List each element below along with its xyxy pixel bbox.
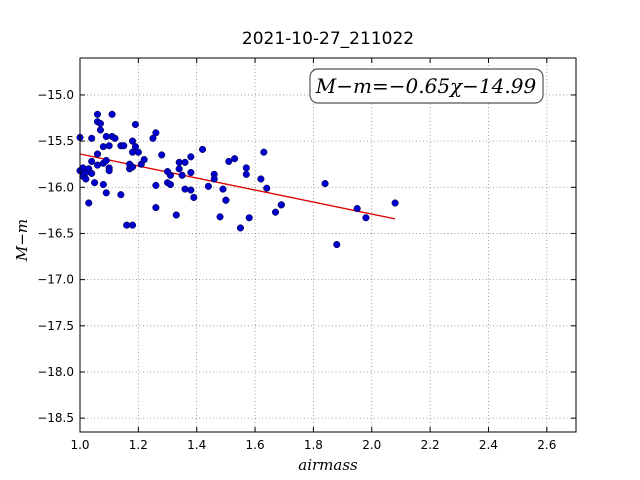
grid bbox=[79, 58, 576, 432]
data-point bbox=[204, 182, 212, 190]
data-point bbox=[181, 158, 189, 166]
data-point bbox=[88, 169, 96, 177]
fit-annotation: M−m=−0.65χ−14.99 bbox=[309, 68, 544, 104]
y-tick-label: −18.0 bbox=[37, 365, 74, 379]
data-point bbox=[172, 211, 180, 219]
y-tick-label: −15.5 bbox=[37, 134, 74, 148]
data-point bbox=[152, 181, 160, 189]
data-point bbox=[277, 201, 285, 209]
data-point bbox=[222, 196, 230, 204]
data-point bbox=[242, 164, 250, 172]
y-axis-label: M−m bbox=[13, 219, 31, 262]
data-point bbox=[257, 175, 265, 183]
data-point bbox=[82, 175, 90, 183]
annotation-box bbox=[309, 68, 544, 104]
data-points bbox=[76, 110, 399, 249]
data-point bbox=[131, 120, 139, 129]
x-axis-label: airmass bbox=[298, 456, 358, 474]
x-tick-label: 1.8 bbox=[304, 438, 323, 452]
x-tick-label: 2.6 bbox=[537, 438, 556, 452]
data-point bbox=[85, 199, 93, 207]
y-tick-label: −16.5 bbox=[37, 226, 74, 240]
data-point bbox=[88, 157, 96, 165]
data-point bbox=[128, 221, 137, 229]
data-point bbox=[111, 134, 119, 142]
data-point bbox=[128, 163, 137, 171]
data-point bbox=[225, 157, 233, 165]
data-point bbox=[263, 184, 271, 192]
data-point bbox=[88, 134, 96, 142]
x-tick-label: 1.2 bbox=[129, 438, 148, 452]
data-point bbox=[198, 145, 207, 153]
data-point bbox=[236, 224, 245, 232]
x-tick-label: 2.4 bbox=[479, 438, 498, 452]
x-tick-label: 1.4 bbox=[187, 438, 206, 452]
x-tick-label: 1.0 bbox=[70, 438, 89, 452]
data-point bbox=[149, 134, 157, 142]
y-tick-label: −16.0 bbox=[37, 180, 74, 194]
data-point bbox=[105, 142, 113, 150]
data-point bbox=[166, 171, 174, 179]
data-point bbox=[187, 186, 195, 194]
data-point bbox=[102, 156, 110, 165]
x-tick-label: 2.0 bbox=[362, 438, 381, 452]
y-tick-label: −15.0 bbox=[37, 88, 74, 102]
data-point bbox=[210, 175, 218, 183]
data-point bbox=[175, 165, 183, 173]
data-point bbox=[219, 185, 227, 193]
y-tick-label: −18.5 bbox=[37, 411, 74, 425]
data-point bbox=[91, 179, 99, 187]
data-point bbox=[231, 155, 239, 163]
data-point bbox=[99, 180, 107, 189]
chart-title: 2021-10-27_211022 bbox=[242, 29, 414, 49]
data-point bbox=[242, 170, 250, 178]
data-point bbox=[131, 143, 139, 151]
data-point bbox=[187, 153, 195, 161]
annotation-text: M−m=−0.65χ−14.99 bbox=[315, 74, 537, 98]
data-point bbox=[271, 208, 280, 216]
data-point bbox=[93, 161, 102, 169]
data-point bbox=[152, 204, 160, 212]
data-point bbox=[181, 185, 189, 193]
data-point bbox=[260, 148, 268, 156]
data-point bbox=[93, 150, 102, 158]
data-point bbox=[102, 189, 110, 197]
data-point bbox=[117, 191, 125, 199]
data-point bbox=[140, 156, 148, 164]
data-point bbox=[245, 214, 253, 222]
x-tick-label: 1.6 bbox=[246, 438, 265, 452]
data-point bbox=[362, 214, 370, 222]
data-point bbox=[178, 171, 186, 179]
axis-ticks: 1.0 1.2 1.4 1.6 1.8 2.0 2.2 2.4 2.6 −15.0 −15.5 −16… bbox=[37, 58, 576, 452]
data-point bbox=[96, 120, 104, 128]
data-point bbox=[190, 193, 198, 201]
data-point bbox=[120, 142, 128, 150]
x-tick-label: 2.2 bbox=[421, 438, 440, 452]
data-point bbox=[353, 204, 361, 213]
data-point bbox=[105, 167, 113, 175]
data-point bbox=[321, 180, 329, 188]
data-point bbox=[166, 180, 174, 189]
data-point bbox=[108, 110, 116, 118]
plot-frame bbox=[79, 57, 577, 433]
data-point bbox=[216, 213, 224, 221]
data-point bbox=[152, 129, 160, 137]
data-point bbox=[187, 168, 195, 177]
data-point bbox=[99, 143, 107, 151]
data-point bbox=[134, 148, 142, 156]
data-point bbox=[333, 240, 341, 249]
data-point bbox=[158, 151, 166, 159]
data-point bbox=[96, 126, 104, 134]
y-tick-label: −17.0 bbox=[37, 273, 74, 287]
data-point bbox=[93, 110, 102, 118]
y-tick-label: −17.5 bbox=[37, 319, 74, 333]
data-point bbox=[391, 199, 399, 207]
data-point bbox=[128, 137, 137, 145]
